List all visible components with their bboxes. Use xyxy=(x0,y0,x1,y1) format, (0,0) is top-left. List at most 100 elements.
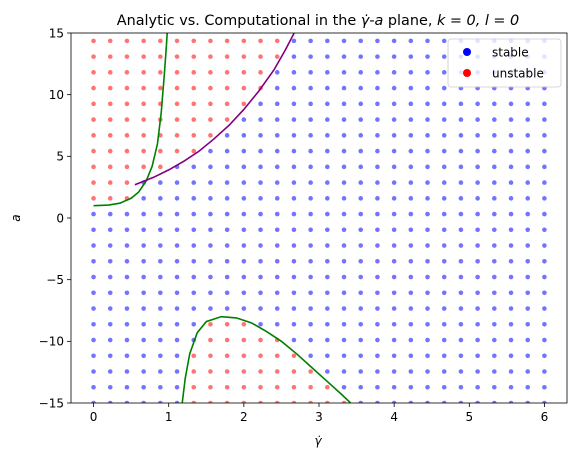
point-stable xyxy=(475,385,480,390)
legend: stable unstable xyxy=(448,39,561,87)
point-stable xyxy=(425,353,430,358)
point-stable xyxy=(509,180,514,185)
point-stable xyxy=(158,243,163,248)
point-stable xyxy=(459,133,464,138)
point-stable xyxy=(242,306,247,311)
point-stable xyxy=(542,102,547,107)
point-stable xyxy=(242,212,247,217)
point-stable xyxy=(492,338,497,343)
point-stable xyxy=(342,86,347,91)
point-stable xyxy=(175,180,180,185)
point-stable xyxy=(392,306,397,311)
point-stable xyxy=(492,228,497,233)
point-stable xyxy=(208,243,213,248)
point-stable xyxy=(392,117,397,122)
point-stable xyxy=(325,133,330,138)
point-stable xyxy=(242,196,247,201)
point-stable xyxy=(475,117,480,122)
point-stable xyxy=(191,322,196,327)
x-tick-label: 4 xyxy=(390,410,398,424)
point-unstable xyxy=(91,165,96,170)
point-stable xyxy=(275,259,280,264)
point-stable xyxy=(509,102,514,107)
point-stable xyxy=(392,338,397,343)
point-stable xyxy=(141,353,146,358)
point-stable xyxy=(91,275,96,280)
point-stable xyxy=(292,338,297,343)
point-unstable xyxy=(91,86,96,91)
point-unstable xyxy=(108,102,113,107)
point-unstable xyxy=(125,70,130,75)
point-stable xyxy=(191,165,196,170)
point-stable xyxy=(292,275,297,280)
x-tick-label: 2 xyxy=(240,410,248,424)
point-stable xyxy=(275,180,280,185)
point-stable xyxy=(275,243,280,248)
x-tick-label: 5 xyxy=(465,410,473,424)
point-stable xyxy=(342,259,347,264)
point-unstable xyxy=(108,165,113,170)
point-stable xyxy=(542,117,547,122)
point-stable xyxy=(375,133,380,138)
point-unstable xyxy=(225,102,230,107)
point-stable xyxy=(492,117,497,122)
point-stable xyxy=(325,149,330,154)
point-stable xyxy=(392,369,397,374)
point-unstable xyxy=(292,369,297,374)
point-stable xyxy=(475,259,480,264)
point-unstable xyxy=(208,353,213,358)
point-stable xyxy=(258,149,263,154)
point-stable xyxy=(308,275,313,280)
point-unstable xyxy=(242,322,247,327)
point-stable xyxy=(108,369,113,374)
point-stable xyxy=(342,54,347,59)
point-stable xyxy=(525,290,530,295)
legend-marker-stable xyxy=(463,48,471,56)
point-stable xyxy=(158,306,163,311)
point-stable xyxy=(325,86,330,91)
point-stable xyxy=(442,338,447,343)
point-stable xyxy=(225,243,230,248)
point-stable xyxy=(358,196,363,201)
point-stable xyxy=(392,290,397,295)
point-unstable xyxy=(125,165,130,170)
point-stable xyxy=(292,180,297,185)
point-stable xyxy=(509,259,514,264)
point-stable xyxy=(358,70,363,75)
point-stable xyxy=(108,212,113,217)
point-stable xyxy=(141,338,146,343)
point-stable xyxy=(392,86,397,91)
point-stable xyxy=(475,290,480,295)
point-stable xyxy=(258,165,263,170)
point-stable xyxy=(308,117,313,122)
point-stable xyxy=(409,275,414,280)
point-stable xyxy=(358,39,363,44)
point-stable xyxy=(475,338,480,343)
point-stable xyxy=(275,70,280,75)
point-unstable xyxy=(225,385,230,390)
point-stable xyxy=(325,338,330,343)
point-stable xyxy=(442,353,447,358)
point-stable xyxy=(175,228,180,233)
point-stable xyxy=(409,306,414,311)
point-stable xyxy=(175,243,180,248)
point-unstable xyxy=(175,102,180,107)
point-stable xyxy=(358,54,363,59)
point-unstable xyxy=(141,117,146,122)
point-stable xyxy=(208,306,213,311)
point-stable xyxy=(459,259,464,264)
point-stable xyxy=(158,180,163,185)
point-stable xyxy=(292,117,297,122)
point-unstable xyxy=(108,149,113,154)
point-stable xyxy=(275,165,280,170)
point-stable xyxy=(358,102,363,107)
point-stable xyxy=(492,102,497,107)
point-stable xyxy=(175,212,180,217)
point-stable xyxy=(175,259,180,264)
point-stable xyxy=(191,290,196,295)
point-stable xyxy=(425,86,430,91)
point-stable xyxy=(325,180,330,185)
point-stable xyxy=(325,353,330,358)
point-stable xyxy=(459,353,464,358)
point-stable xyxy=(258,290,263,295)
